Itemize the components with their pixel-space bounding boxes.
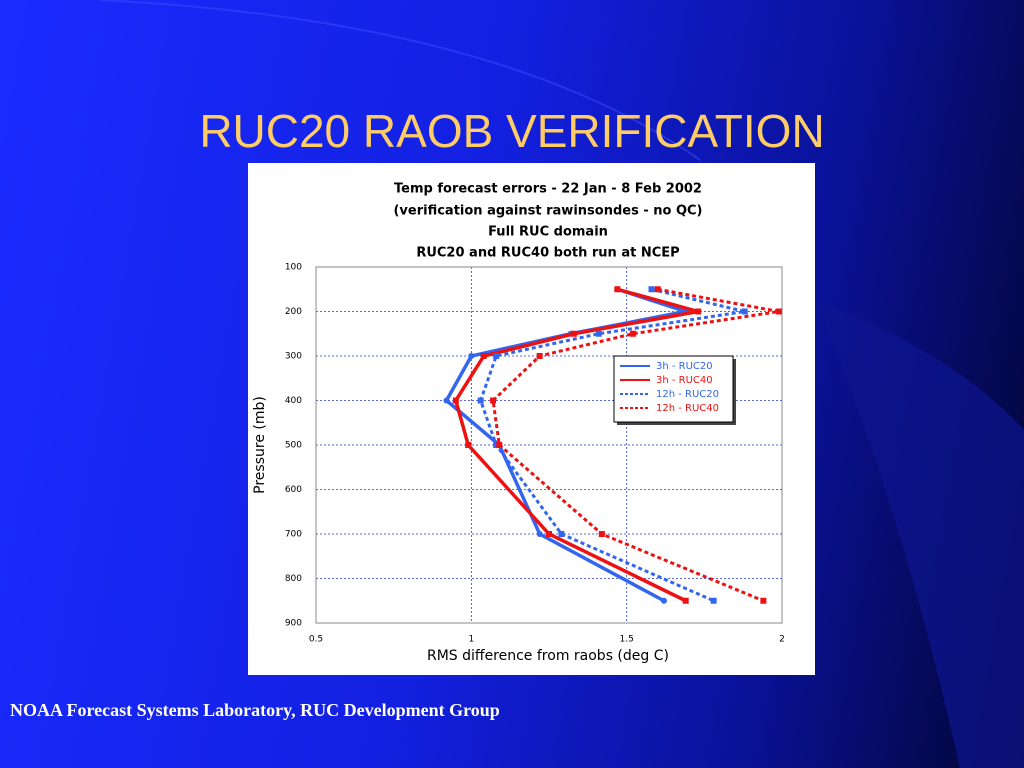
chart: Temp forecast errors - 22 Jan - 8 Feb 20… [248,163,815,675]
plot-frame [315,266,783,624]
series-line [479,287,746,603]
legend-label: 12h - RUC20 [656,389,719,400]
series-line [491,287,780,603]
x-tick-label: 0.5 [309,635,323,645]
point [654,286,661,293]
point [493,353,500,359]
decor-arc [99,0,701,161]
y-tick-label: 500 [285,441,302,451]
y-tick-label: 600 [285,485,302,495]
point [614,286,621,293]
legend-label: 12h - RUC40 [656,403,719,414]
point [629,330,636,337]
y-tick-label: 900 [285,619,302,629]
point [468,353,475,359]
point [558,531,565,537]
chart-title: Temp forecast errors - 22 Jan - 8 Feb 20… [394,182,702,197]
point [660,597,667,604]
footer: NOAA Forecast Systems Laboratory, RUC De… [10,700,500,720]
point [480,353,487,359]
chart-title: RUC20 and RUC40 both run at NCEP [416,246,679,261]
point [741,308,748,315]
y-tick-label: 200 [285,307,302,317]
x-axis-label: RMS difference from raobs (deg C) [427,648,669,664]
legend-label: 3h - RUC20 [656,361,713,372]
series-line [453,287,699,603]
point [695,308,702,315]
point [648,286,655,293]
point [710,597,717,604]
point [536,531,543,537]
chart-title: Full RUC domain [488,225,608,240]
x-tick-label: 1 [468,635,474,645]
legend-label: 3h - RUC40 [656,375,713,386]
point [536,353,543,359]
decor-swoosh [815,300,1024,768]
slide-title: RUC20 RAOB VERIFICATION [199,105,825,157]
point [490,397,497,404]
y-axis-label: Pressure (mb) [252,396,268,494]
point [443,397,450,404]
series-line [444,287,693,603]
y-tick-label: 300 [285,352,302,362]
point [452,397,459,404]
point [493,442,500,448]
chart-title: (verification against rawinsondes - no Q… [393,204,702,219]
point [598,531,605,537]
point [477,397,484,404]
point [496,442,503,448]
x-tick-label: 1.5 [620,635,634,645]
point [775,308,782,315]
point [465,442,472,448]
point [760,597,767,604]
x-tick-label: 2 [779,635,785,645]
y-tick-label: 800 [285,574,302,584]
point [595,330,602,337]
y-tick-label: 400 [285,396,302,406]
point [570,330,577,337]
point [546,531,552,537]
y-tick-label: 100 [285,263,302,273]
y-tick-label: 700 [285,530,302,540]
point [682,597,689,604]
